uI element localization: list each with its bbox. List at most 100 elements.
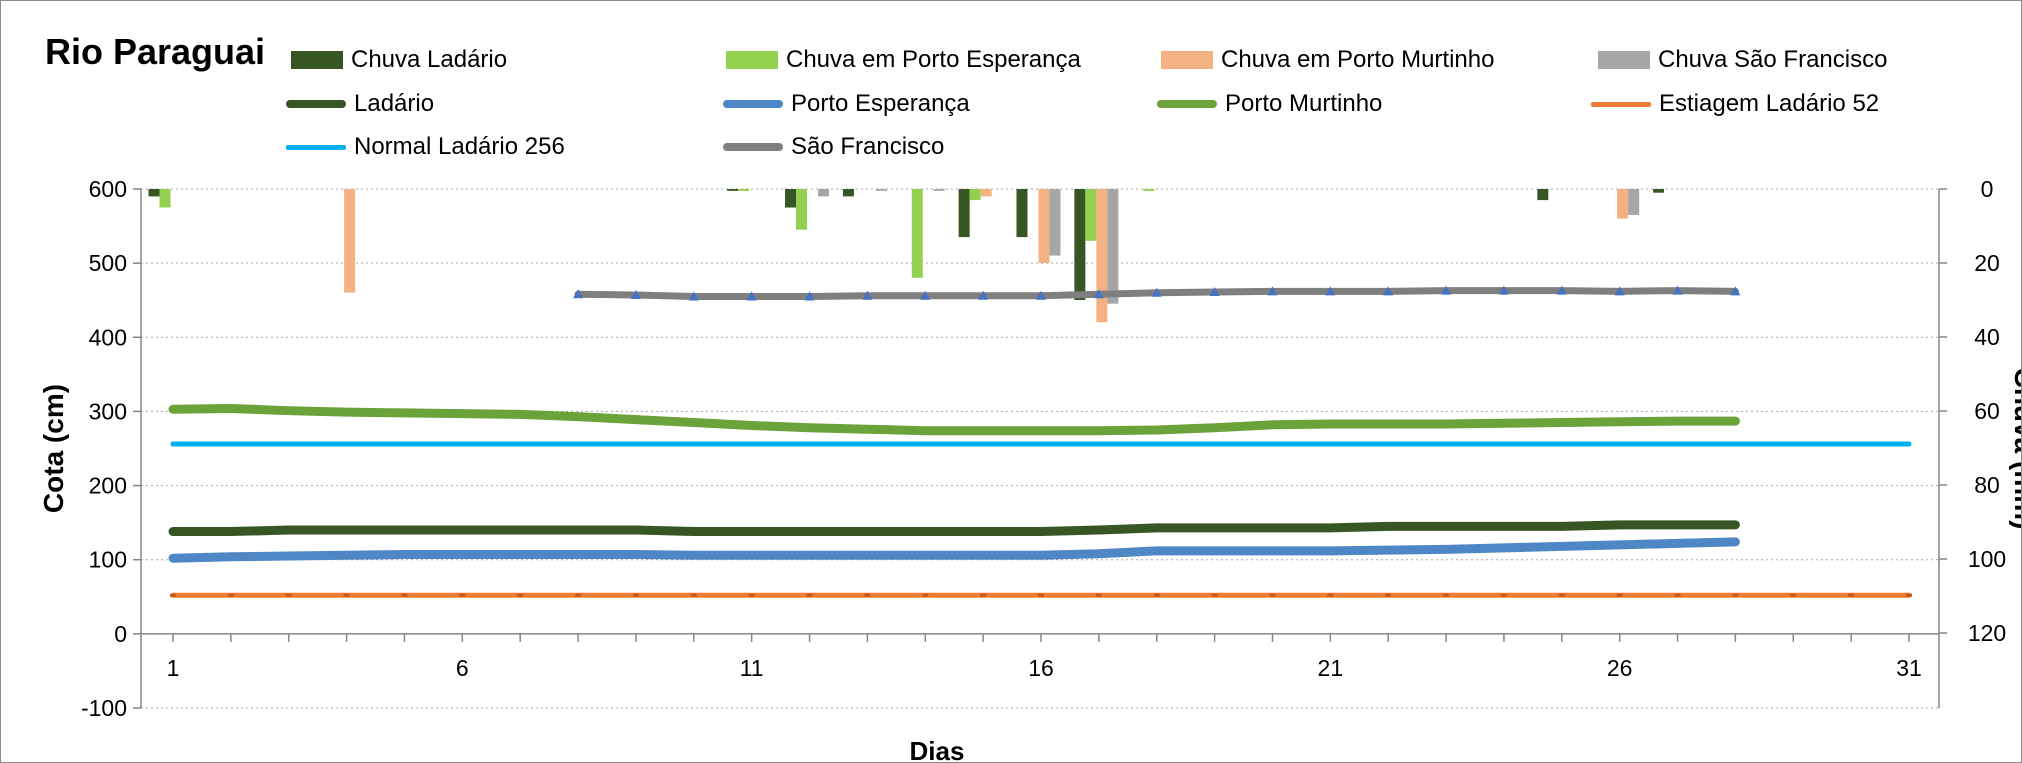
y-left-tick-label: 200 xyxy=(89,473,127,499)
series-line xyxy=(168,403,1740,436)
series-marker xyxy=(1616,593,1623,597)
series-marker xyxy=(401,593,408,597)
series-marker xyxy=(1211,593,1218,597)
y-left-tick-label: 300 xyxy=(89,398,127,424)
series-marker xyxy=(1267,286,1278,296)
series-marker xyxy=(517,593,524,597)
legend-swatch xyxy=(726,51,778,69)
series-marker xyxy=(1498,285,1509,295)
x-tick-label: 16 xyxy=(1028,655,1054,681)
series-marker xyxy=(688,291,699,301)
y-left-tick-label: 0 xyxy=(114,621,127,647)
rain-bar xyxy=(1653,189,1665,193)
series-marker xyxy=(746,291,757,301)
rain-bar xyxy=(796,189,808,230)
series-marker xyxy=(862,290,873,300)
series-marker xyxy=(573,289,584,299)
rain-bar xyxy=(1537,189,1549,201)
legend-item-chuva-porto-esperanca: Chuva em Porto Esperança xyxy=(726,46,1081,74)
series-marker xyxy=(864,593,871,597)
series-marker xyxy=(978,290,989,300)
y-right-axis-title: Chuva (mm) xyxy=(2009,368,2021,530)
legend-item-porto-murtinho: Porto Murtinho xyxy=(1157,90,1382,118)
rain-bar xyxy=(1617,189,1629,219)
rain-bar xyxy=(1038,189,1050,263)
rain-bar xyxy=(148,189,160,197)
series-marker xyxy=(1556,285,1567,295)
legend-swatch xyxy=(286,100,346,108)
series-marker xyxy=(804,291,815,301)
series-marker xyxy=(1038,593,1044,597)
legend-label: Chuva em Porto Esperança xyxy=(786,46,1081,73)
series-marker xyxy=(575,593,582,597)
legend-swatch xyxy=(723,143,783,151)
series-marker xyxy=(343,593,350,597)
series-marker xyxy=(1209,287,1220,297)
x-tick-label: 11 xyxy=(740,655,764,681)
rain-bar xyxy=(1016,189,1028,238)
series-marker xyxy=(1383,286,1394,296)
legend-swatch xyxy=(291,51,343,69)
series-marker xyxy=(922,593,929,597)
rain-bar xyxy=(1107,189,1119,304)
series-marker xyxy=(459,593,466,597)
series-marker xyxy=(1095,593,1102,597)
y-right-tick-label: 20 xyxy=(1974,250,2000,276)
y-right-tick-label: 100 xyxy=(1968,546,2006,572)
legend-swatch xyxy=(723,100,783,108)
series-marker xyxy=(1385,593,1392,597)
legend-label: Chuva em Porto Murtinho xyxy=(1221,46,1495,73)
rain-bar xyxy=(980,189,992,197)
y-right-tick-label: 80 xyxy=(1974,472,2000,498)
series-marker xyxy=(1672,285,1683,295)
y-left-axis-title: Cota (cm) xyxy=(38,384,69,513)
rain-bar xyxy=(1085,189,1097,241)
legend-item-estiagem-ladario: Estiagem Ladário 52 xyxy=(1591,90,1879,118)
series-marker xyxy=(1558,593,1565,597)
legend-item-sao-francisco: São Francisco xyxy=(723,133,944,161)
series-marker xyxy=(806,593,813,597)
legend-swatch xyxy=(1591,101,1651,107)
series-marker xyxy=(1848,593,1855,597)
rain-bar xyxy=(1096,189,1108,323)
legend-swatch xyxy=(1157,100,1217,108)
rain-bar xyxy=(344,189,356,293)
legend-label: Estiagem Ladário 52 xyxy=(1659,90,1880,117)
legend-label: Normal Ladário 256 xyxy=(354,133,565,160)
series-marker xyxy=(1730,286,1741,296)
rain-bar xyxy=(911,189,923,278)
y-left-tick-label: 400 xyxy=(89,324,127,350)
x-tick-label: 21 xyxy=(1318,655,1344,681)
x-tick-label: 31 xyxy=(1896,655,1922,681)
y-right-tick-label: 120 xyxy=(1968,620,2006,646)
series-line xyxy=(168,537,1740,563)
series-marker xyxy=(1614,286,1625,296)
legend-label: São Francisco xyxy=(791,133,945,160)
rain-bar xyxy=(727,189,739,191)
rain-bar xyxy=(875,189,887,191)
series-marker xyxy=(1906,593,1912,597)
series-marker xyxy=(1036,290,1046,300)
y-left-tick-label: 500 xyxy=(89,250,127,276)
rain-bar xyxy=(1074,189,1086,300)
legend-swatch xyxy=(286,144,346,150)
rain-bar xyxy=(738,189,750,191)
series-marker xyxy=(920,290,931,300)
x-tick-label: 1 xyxy=(167,655,180,681)
series-marker xyxy=(1500,593,1507,597)
series-marker xyxy=(1327,593,1334,597)
rain-bar xyxy=(1628,189,1640,215)
y-left-tick-label: 600 xyxy=(89,176,127,202)
legend-label: Porto Esperança xyxy=(791,90,970,117)
series-marker xyxy=(1732,593,1739,597)
series-marker xyxy=(1325,286,1336,296)
legend-item-porto-esperanca: Porto Esperança xyxy=(723,90,970,118)
legend-item-chuva-ladario: Chuva Ladário xyxy=(291,46,507,74)
series-marker xyxy=(632,593,639,597)
series-marker xyxy=(1153,593,1160,597)
legend-item-normal-ladario: Normal Ladário 256 xyxy=(286,133,565,161)
y-left-tick-label: 100 xyxy=(89,547,127,573)
series-marker xyxy=(170,593,176,597)
